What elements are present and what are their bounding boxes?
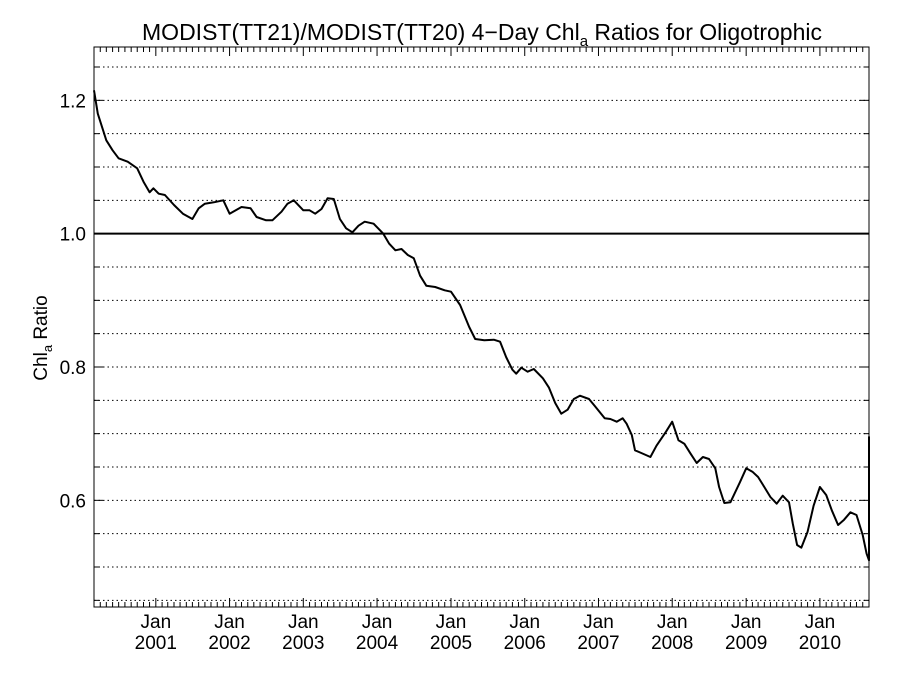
chart-title-main: MODIST(TT21)/MODIST(TT20) 4−Day Chl [142,19,580,45]
y-axis-label-suffix: Ratio [31,295,52,345]
x-tick-label-year: 2001 [135,633,177,654]
x-tick-label-month: Jan [288,612,319,633]
x-tick-label-month: Jan [657,612,688,633]
ratio-series-line [93,90,870,562]
y-tick-label: 0.8 [60,358,86,379]
y-axis-label-main: Chl [31,352,52,381]
y-tick-label: 1.0 [60,225,86,246]
y-axis-label: Chla Ratio [31,295,55,380]
x-tick-label-year: 2008 [651,633,693,654]
x-ticks: Jan2001Jan2002Jan2003Jan2004Jan2005Jan20… [93,47,870,654]
y-tick-label: 1.2 [60,91,86,112]
x-tick-label-year: 2003 [282,633,324,654]
x-tick-label-year: 2010 [799,633,841,654]
x-tick-label-month: Jan [583,612,614,633]
y-ticks: 0.6 0.8 1.0 1.2 [60,66,869,601]
chart-title-subscript: a [580,33,589,50]
x-tick-label-year: 2004 [356,633,399,654]
x-tick-label-month: Jan [436,612,467,633]
x-tick-label-month: Jan [731,612,762,633]
x-tick-label-year: 2007 [577,633,619,654]
y-axis-label-subscript: a [40,344,55,352]
x-tick-label-month: Jan [805,612,836,633]
x-tick-label-month: Jan [509,612,540,633]
grid-lines [94,66,869,601]
x-tick-label-month: Jan [141,612,172,633]
x-tick-label-year: 2009 [725,633,767,654]
x-tick-label-year: 2006 [504,633,546,654]
y-tick-label: 0.6 [60,491,86,512]
x-tick-label-month: Jan [214,612,245,633]
x-tick-label-month: Jan [362,612,393,633]
x-tick-label-year: 2002 [208,633,250,654]
x-tick-label-year: 2005 [430,633,472,654]
plot-frame [93,46,870,608]
chart-title: MODIST(TT21)/MODIST(TT20) 4−Day Chla Rat… [142,19,822,50]
chart-title-suffix: Ratios for Oligotrophic [588,19,822,45]
